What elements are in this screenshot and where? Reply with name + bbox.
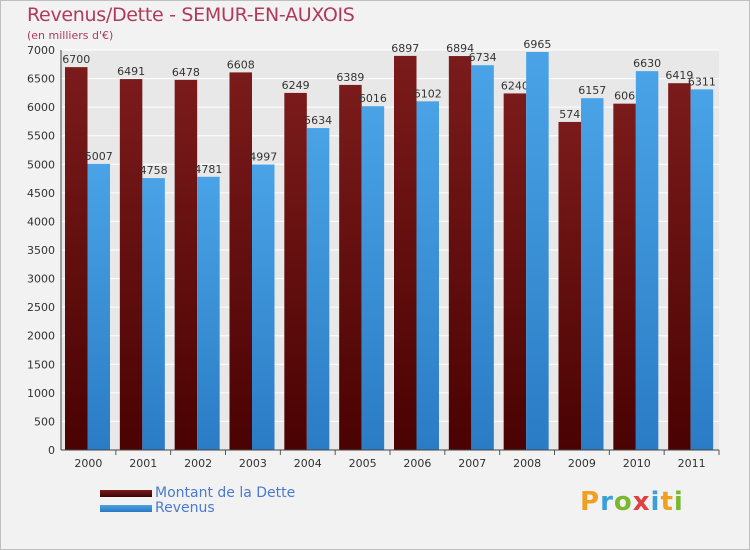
x-tick-label: 2011 — [678, 457, 706, 470]
x-tick-label: 2006 — [403, 457, 431, 470]
data-label-revenus: 6102 — [414, 87, 442, 100]
logo-letter: P — [580, 487, 601, 517]
x-tick-label: 2003 — [239, 457, 267, 470]
y-tick-label: 6000 — [27, 101, 55, 114]
data-label-revenus: 5634 — [304, 114, 332, 127]
legend-label-revenus: Revenus — [155, 500, 215, 516]
data-label-revenus: 5007 — [85, 150, 113, 163]
data-label-revenus: 4758 — [140, 164, 168, 177]
data-label-dette: 6240 — [501, 79, 529, 92]
y-tick-label: 0 — [48, 444, 55, 457]
data-label-dette: 6700 — [62, 53, 90, 66]
x-tick-label: 2007 — [458, 457, 486, 470]
data-label-dette: 606 — [614, 90, 635, 103]
data-label-revenus: 6157 — [578, 84, 606, 97]
chart-title: Revenus/Dette - SEMUR-EN-AUXOIS — [27, 4, 355, 26]
proxiti-logo: Proxiti — [580, 487, 684, 517]
logo-letter: r — [600, 487, 614, 517]
data-label-revenus: 6734 — [469, 51, 497, 64]
y-tick-label: 3500 — [27, 244, 55, 257]
bar-revenus — [87, 163, 110, 450]
bar-revenus — [526, 52, 549, 450]
logo-letter: o — [613, 487, 633, 517]
bar-revenus — [690, 89, 714, 450]
bar-revenus — [361, 106, 385, 450]
data-label-dette: 6894 — [446, 42, 474, 55]
data-label-revenus: 4781 — [194, 163, 222, 176]
data-label-dette: 6389 — [336, 71, 364, 84]
y-tick-label: 1500 — [27, 358, 55, 371]
y-tick-label: 7000 — [27, 44, 55, 57]
bar-dette — [174, 79, 198, 450]
bar-dette — [394, 55, 417, 451]
y-tick-label: 5000 — [27, 158, 55, 171]
y-tick-label: 1000 — [27, 387, 55, 400]
bar-revenus — [142, 178, 165, 450]
bar-dette — [119, 79, 143, 450]
data-label-revenus: 4997 — [249, 150, 277, 163]
data-label-dette: 6478 — [172, 66, 200, 79]
bar-dette — [503, 93, 527, 450]
bar-dette — [448, 56, 472, 451]
bar-revenus — [471, 65, 494, 450]
y-tick-label: 3000 — [27, 273, 55, 286]
logo-letter: x — [632, 487, 651, 517]
data-label-revenus: 6016 — [359, 92, 387, 105]
bar-dette — [229, 72, 252, 451]
logo-letter: i — [650, 487, 661, 517]
x-tick-label: 2009 — [568, 457, 596, 470]
x-tick-label: 2001 — [129, 457, 157, 470]
x-tick-label: 2008 — [513, 457, 541, 470]
data-label-revenus: 6965 — [523, 38, 551, 51]
data-label-revenus: 6630 — [633, 57, 661, 70]
bar-revenus — [635, 71, 659, 451]
x-tick-label: 2010 — [623, 457, 651, 470]
y-tick-label: 500 — [34, 415, 55, 428]
bar-dette — [613, 103, 636, 451]
data-label-dette: 6491 — [117, 65, 145, 78]
data-label-dette: 6249 — [282, 79, 310, 92]
bar-revenus — [581, 98, 604, 451]
bar-revenus — [252, 164, 275, 450]
y-tick-label: 2500 — [27, 301, 55, 314]
bar-dette — [65, 67, 88, 451]
data-label-dette: 6608 — [227, 58, 255, 71]
bar-dette — [339, 84, 362, 451]
y-tick-label: 5500 — [27, 130, 55, 143]
bar-dette — [668, 83, 691, 450]
x-tick-label: 2002 — [184, 457, 212, 470]
legend-swatch-revenus — [100, 505, 152, 512]
y-tick-label: 4000 — [27, 215, 55, 228]
logo-letter: t — [660, 487, 674, 517]
logo-letter: i — [673, 487, 684, 517]
x-tick-label: 2000 — [74, 457, 102, 470]
y-tick-label: 2000 — [27, 330, 55, 343]
bar-revenus — [306, 128, 330, 451]
bar-dette — [558, 121, 581, 450]
y-tick-label: 6500 — [27, 73, 55, 86]
legend-label-dette: Montant de la Dette — [155, 485, 296, 501]
x-tick-label: 2004 — [294, 457, 322, 470]
bar-dette — [284, 92, 307, 451]
bar-revenus — [197, 176, 220, 451]
data-label-dette: 6897 — [391, 42, 419, 55]
legend-swatch-dette — [100, 490, 152, 497]
bar-revenus — [416, 101, 439, 451]
x-tick-label: 2005 — [349, 457, 377, 470]
data-label-revenus: 6311 — [688, 75, 716, 88]
data-label-dette: 6419 — [665, 69, 693, 82]
chart-subtitle: (en milliers d'€) — [27, 29, 114, 42]
y-tick-label: 4500 — [27, 187, 55, 200]
data-label-dette: 574 — [559, 108, 580, 121]
